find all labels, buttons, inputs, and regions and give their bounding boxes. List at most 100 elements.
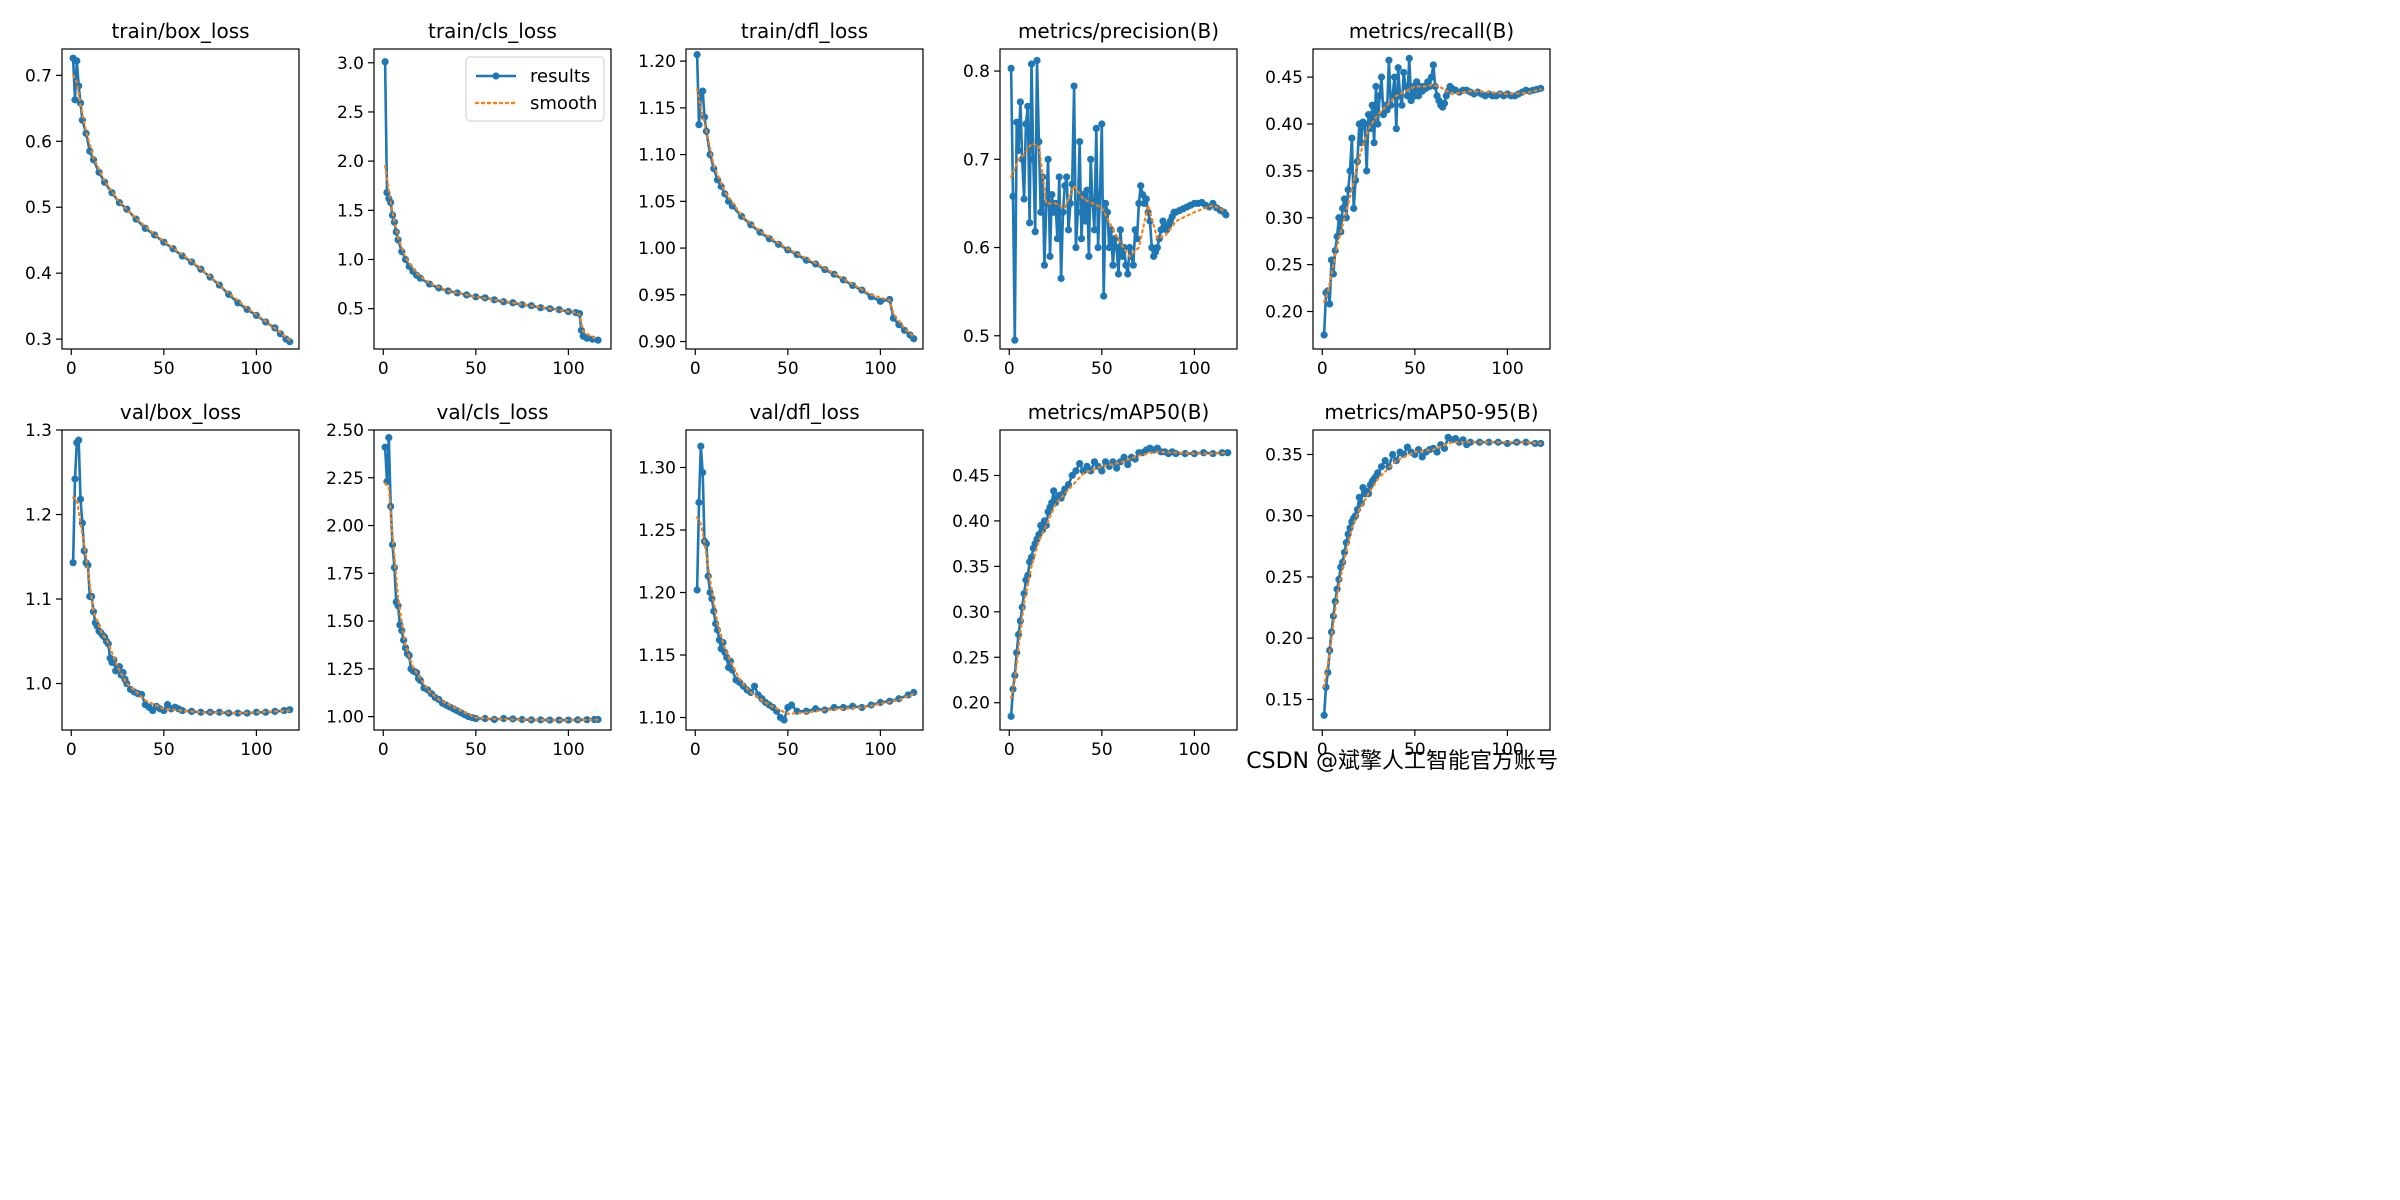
x-tick-label: 50 [153, 359, 175, 379]
smooth-line [1322, 441, 1542, 689]
results-point [1485, 438, 1493, 446]
plot-area [69, 436, 294, 717]
results-point [787, 701, 796, 709]
results-point [697, 442, 705, 450]
y-tick-label: 1.50 [326, 612, 364, 632]
y-tick-label: 1.2 [25, 506, 52, 526]
results-point [1394, 64, 1402, 72]
results-point [1100, 292, 1108, 300]
subplot-4: metrics/precision(B) 0 50 100 0.5 0.6 0.7 0.8 [963, 19, 1238, 379]
results-point [1131, 226, 1139, 234]
results-point [518, 715, 526, 724]
results-point [1083, 186, 1091, 194]
subplot-title: val/box_loss [120, 400, 241, 424]
y-tick-label: 0.30 [952, 603, 990, 623]
results-point [1018, 155, 1026, 163]
results-point [1061, 182, 1069, 190]
x-tick-label: 50 [777, 740, 799, 760]
results-point [1351, 512, 1360, 520]
results-point [73, 57, 81, 65]
results-point [695, 498, 703, 507]
y-tick-label: 1.10 [638, 709, 676, 729]
results-point [197, 708, 205, 716]
y-tick-label: 0.35 [1265, 162, 1303, 182]
results-point [1087, 155, 1095, 163]
results-point [1320, 711, 1328, 719]
y-tick-label: 0.20 [1265, 629, 1303, 649]
results-point [1133, 235, 1141, 243]
plot-area [1007, 56, 1230, 344]
smooth-line [71, 74, 291, 342]
results-point [1122, 261, 1130, 269]
x-tick-label: 0 [66, 740, 77, 760]
y-tick-label: 0.40 [1265, 115, 1303, 135]
x-tick-label: 50 [1404, 740, 1426, 760]
x-tick-label: 0 [1004, 740, 1015, 760]
subplot-title: train/box_loss [111, 19, 249, 43]
subplot-8: val/dfl_loss 0 50 100 1.10 1.15 1.20 1.25 1.30 [638, 400, 924, 760]
results-point [1118, 252, 1126, 260]
x-tick-label: 0 [378, 359, 389, 379]
results-point [1068, 180, 1076, 188]
results-point [1105, 243, 1113, 252]
axes-frame [373, 429, 612, 731]
x-tick-label: 0 [1317, 740, 1328, 760]
results-point [1224, 449, 1232, 457]
results-point [76, 495, 85, 503]
results-point [876, 297, 885, 305]
results-point [1427, 73, 1436, 81]
results-point [1063, 173, 1071, 181]
results-point [1070, 82, 1078, 90]
results-line [1322, 435, 1541, 716]
results-point [1400, 68, 1408, 77]
x-tick-label: 100 [240, 359, 272, 379]
results-point [490, 296, 498, 304]
results-point [381, 443, 389, 451]
subplot-title: metrics/mAP50-95(B) [1324, 400, 1538, 424]
results-point [1072, 467, 1080, 475]
results-point [1381, 457, 1389, 465]
x-tick-label: 100 [864, 740, 896, 760]
smooth-line [1009, 450, 1229, 700]
y-tick-label: 0.15 [1265, 690, 1303, 710]
y-tick-label: 1.30 [638, 459, 676, 479]
y-tick-label: 0.7 [25, 66, 52, 86]
axes-frame [61, 48, 300, 350]
y-tick-label: 1.00 [326, 708, 364, 728]
subplot-6: val/box_loss 0 50 100 1.0 1.1 1.2 1.3 [25, 400, 300, 760]
results-point [1090, 226, 1099, 234]
results-point [706, 151, 714, 159]
y-tick-label: 0.5 [25, 198, 52, 218]
y-tick-label: 1.1 [25, 590, 52, 610]
y-tick-label: 3.0 [337, 54, 364, 74]
subplot-title: val/dfl_loss [749, 400, 859, 424]
subplot-7: val/cls_loss 0 50 100 1.00 1.25 1.50 1.75 2.00 2.… [326, 400, 612, 760]
y-tick-label: 0.90 [638, 333, 676, 353]
results-point [1113, 464, 1121, 472]
results-point [1024, 102, 1032, 110]
results-point [472, 293, 480, 301]
plot-area [69, 54, 294, 346]
y-tick-label: 0.45 [952, 466, 990, 486]
y-tick-label: 1.20 [638, 52, 676, 72]
results-point [1374, 469, 1382, 477]
y-tick-label: 0.95 [638, 286, 676, 306]
results-point [1339, 558, 1347, 566]
results-point [1418, 453, 1426, 461]
y-tick-label: 0.4 [25, 264, 52, 284]
x-tick-label: 50 [1091, 359, 1113, 379]
results-point [910, 335, 918, 343]
results-point [1007, 64, 1015, 73]
results-point [1340, 195, 1349, 203]
results-line [695, 54, 915, 340]
results-point [1401, 82, 1410, 91]
y-tick-label: 0.35 [952, 557, 990, 577]
subplot-title: metrics/mAP50(B) [1028, 400, 1210, 424]
results-point [1124, 270, 1132, 278]
results-point [1135, 199, 1143, 208]
results-point [1081, 217, 1089, 225]
results-point [1339, 204, 1347, 212]
results-point [1433, 448, 1441, 456]
results-point [1335, 214, 1343, 222]
plot-area [381, 58, 602, 344]
